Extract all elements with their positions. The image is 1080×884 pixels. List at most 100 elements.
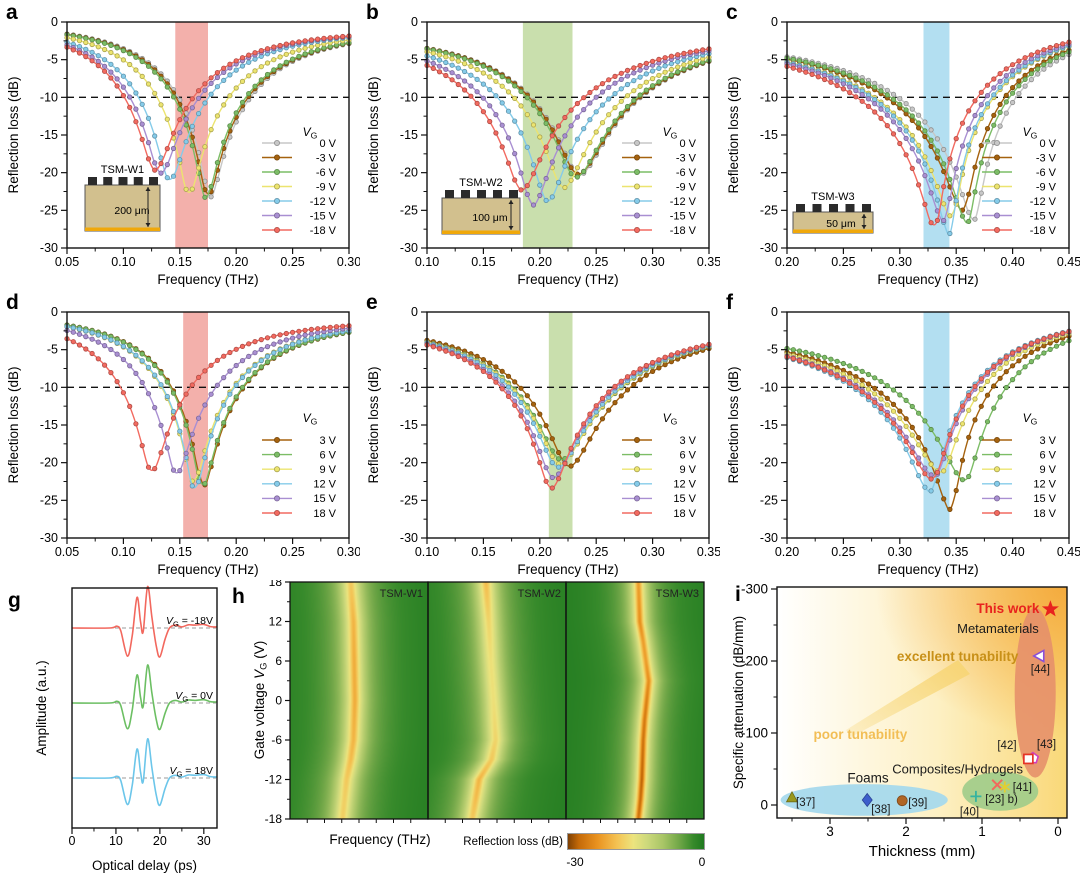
panel-i-plot: [37] [38] [39] [40] [23] b)[41] [43] [42] [44] T…	[731, 582, 1068, 860]
y-axis-label: Reflection loss (dB)	[726, 366, 741, 483]
legend-label: 15 V	[313, 493, 336, 505]
x-tick-label: 0.25	[831, 545, 855, 559]
y-tick-label: -20	[400, 166, 418, 180]
series--12V	[64, 34, 352, 181]
legend: VG3 V 6 V 9 V 12 V 15 V 18 V	[622, 411, 697, 520]
x-tick-label: 1	[978, 824, 986, 839]
pulse-trace-18V	[71, 738, 218, 807]
x-tick-label: 0.35	[697, 255, 720, 269]
point-label: [38]	[871, 804, 890, 816]
x-tick-label: 0.20	[528, 255, 552, 269]
panel-a-plot: 0.05 0.10 0.15 0.20 0.25 0.30 0 -5 -10 -15 -20 -25 -…	[6, 15, 360, 287]
x-tick-label: 0.25	[280, 545, 304, 559]
legend-label: -18 V	[1030, 225, 1057, 237]
y-axis-label: Reflection loss (dB)	[366, 366, 381, 483]
series--18V	[424, 46, 712, 193]
data-point-23b: [23] b)	[985, 779, 1018, 806]
annotation: Foams	[847, 771, 889, 786]
series--18V	[64, 33, 352, 173]
axes-box	[776, 586, 1068, 819]
y-tick-label: -25	[400, 493, 418, 507]
panel-d-plot: 0.05 0.10 0.15 0.20 0.25 0.30 0 -5 -10 -15 -20 -25 -…	[6, 305, 360, 577]
series-18V	[784, 328, 1072, 482]
legend: VG0 V -3 V -6 V -9 V -12 V -15 V -18 V	[982, 125, 1057, 237]
panel-b-plot: 0.10 0.15 0.20 0.25 0.30 0.35 0 -5 -10 -15 -20 -25 -…	[366, 15, 720, 287]
y-tick-label: -15	[40, 418, 58, 432]
data-point-Thiswork: This work	[976, 600, 1059, 617]
y-axis-label: Reflection loss (dB)	[366, 76, 381, 193]
panel-g: g VG = -18V VG = 0V VG = 18V 0 10 20 30 Optical…	[0, 580, 250, 884]
svg-text:VG: VG	[303, 411, 318, 427]
svg-text:VG: VG	[1023, 125, 1038, 141]
y-tick-label: 0	[411, 15, 418, 29]
y-tick-label: -10	[400, 90, 418, 104]
panel-letter-i: i	[735, 583, 741, 606]
y-tick-label: -30	[760, 531, 778, 545]
x-tick-label: 0	[69, 834, 76, 848]
x-tick-label: 0.05	[55, 545, 79, 559]
x-axis-label: Thickness (mm)	[869, 843, 976, 860]
legend-label: -9 V	[316, 181, 337, 193]
x-tick-label: 0.10	[111, 255, 135, 269]
panel-b: b 0.10 0.15 0.20 0.25 0.30 0.35 0 -5 -10 -15 -20 -2…	[360, 0, 720, 290]
pulse-trace-0V	[71, 664, 218, 731]
y-tick-label: 0	[275, 694, 282, 708]
annotation: excellent tunability	[897, 649, 1019, 664]
legend-label: 9 V	[1039, 464, 1056, 476]
legend: VG3 V 6 V 9 V 12 V 15 V 18 V	[982, 411, 1057, 520]
point-label: [40]	[960, 806, 979, 818]
series-18V	[64, 323, 352, 472]
colorbar-label: Reflection loss (dB)	[463, 836, 563, 848]
y-tick-label: -5	[767, 53, 778, 67]
panel-letter-d: d	[6, 291, 19, 314]
legend-label: -6 V	[1036, 167, 1057, 179]
panel-h: h TSM-W1 TSM-W2 TSM-W3 18 12 6 0 -6 -12 -18 Gate v…	[232, 580, 730, 884]
panel-d: d 0.05 0.10 0.15 0.20 0.25 0.30 0 -5 -10 -15 -20 -2…	[0, 290, 360, 580]
heatmap-canvases	[250, 580, 730, 884]
device-inset: TSM-W2 100 μm	[441, 177, 521, 235]
heatmap-title: TSM-W2	[518, 588, 561, 600]
colorbar-max: 0	[699, 855, 706, 869]
series--18V	[784, 39, 1072, 226]
colorbar-min: -30	[566, 855, 584, 869]
y-tick-label: -15	[760, 418, 778, 432]
x-tick-label: 0.35	[697, 545, 720, 559]
point-label: [23] b)	[985, 794, 1018, 806]
y-tick-label: -30	[400, 531, 418, 545]
x-tick-label: 0.20	[775, 255, 799, 269]
panel-letter-h: h	[232, 585, 245, 608]
x-tick-label: 0.20	[775, 545, 799, 559]
y-tick-label: -200	[741, 654, 768, 669]
x-tick-label: 0.10	[415, 545, 439, 559]
y-tick-label: -30	[400, 241, 418, 255]
y-tick-label: -15	[760, 128, 778, 142]
legend-label: -18 V	[670, 225, 697, 237]
y-tick-label: -5	[407, 343, 418, 357]
y-tick-label: 0	[771, 305, 778, 319]
y-tick-label: -25	[40, 493, 58, 507]
x-tick-label: 0.30	[337, 255, 360, 269]
x-tick-label: 0.30	[337, 545, 360, 559]
x-tick-label: 10	[109, 834, 123, 848]
inset-thickness: 200 μm	[114, 205, 149, 217]
y-tick-label: -15	[400, 418, 418, 432]
y-tick-label: 18	[269, 580, 283, 589]
annotation: poor tunability	[814, 727, 908, 742]
svg-text:VG = -18V: VG = -18V	[166, 615, 213, 629]
legend-label: 12 V	[673, 479, 696, 491]
y-axis-label: Amplitude (a.u.)	[34, 660, 49, 755]
x-tick-label: 0.45	[1057, 545, 1080, 559]
x-tick-label: 0.05	[55, 255, 79, 269]
y-tick-label: -30	[40, 531, 58, 545]
y-tick-label: -10	[760, 90, 778, 104]
axes-box	[71, 587, 218, 829]
y-tick-label: -10	[400, 380, 418, 394]
x-tick-label: 0.20	[224, 545, 248, 559]
point-label: [42]	[997, 740, 1016, 752]
x-axis-label: Frequency (THz)	[157, 562, 258, 577]
x-axis-label: Frequency (THz)	[329, 832, 430, 847]
series-3V	[424, 337, 712, 469]
heatmap-TSM-W1	[290, 582, 428, 819]
series-15V	[64, 325, 352, 474]
